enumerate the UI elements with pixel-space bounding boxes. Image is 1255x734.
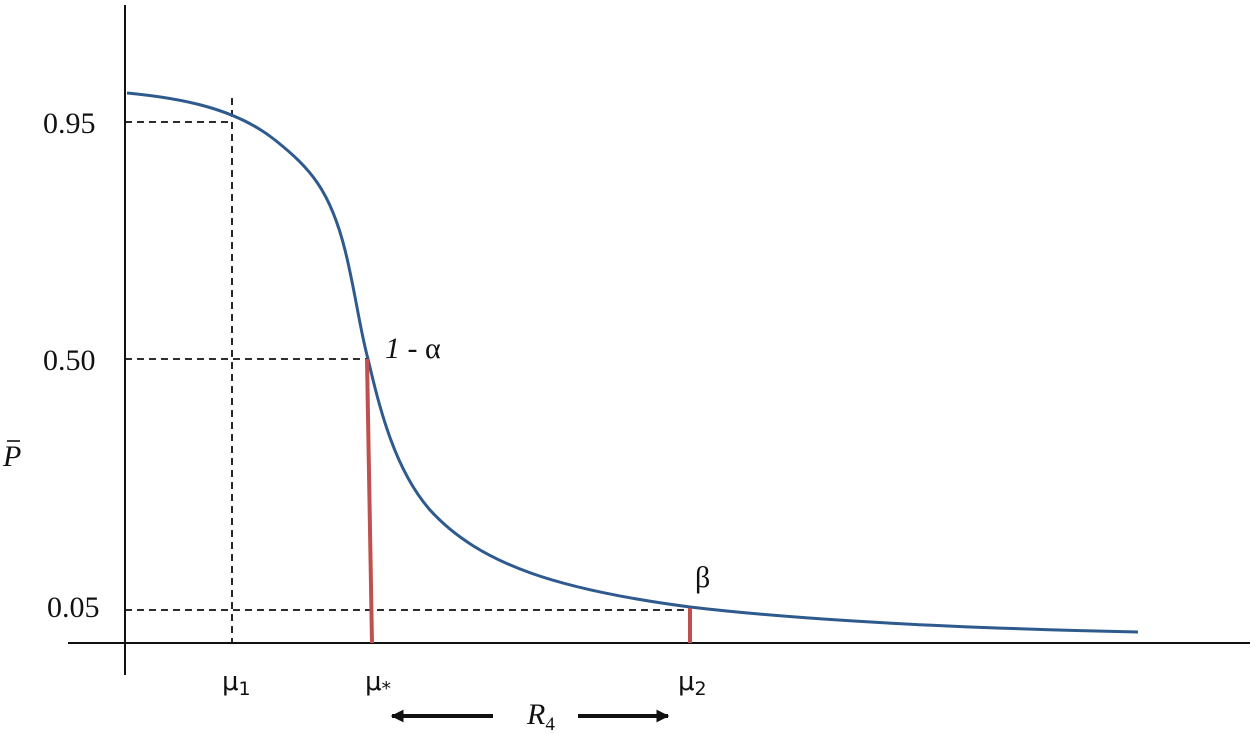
mu1-base: μ [222,667,239,697]
tick-label-095: 0.95 [43,107,96,140]
mu2-label: μ2 [678,667,707,700]
one-minus-alpha-label: 1 - α [385,332,441,365]
mu-star-marker-line [365,358,374,644]
beta-label: β [695,561,710,594]
mu1-sub: 1 [239,678,251,700]
range-label: R4 [526,698,555,734]
mu-star-label: μ* [365,667,391,700]
oc-curve [126,91,1139,634]
tick-label-050: 0.50 [43,344,96,377]
y-axis-label: P [2,440,21,473]
one-minus-alpha-rest: - α [400,332,441,365]
mu2-sub: 2 [695,678,707,700]
mu2-base: μ [678,667,695,697]
mu-star-base: μ [365,667,382,697]
one-minus-alpha-one: 1 [385,332,400,365]
tick-label-005: 0.05 [47,591,100,624]
guide-lines [125,98,690,643]
mu-star-sub: * [382,678,392,700]
y-axis-label-letter: P [2,440,21,473]
range-letter: R [526,698,545,731]
range-sub: 4 [545,714,555,734]
mu1-label: μ1 [222,667,251,700]
